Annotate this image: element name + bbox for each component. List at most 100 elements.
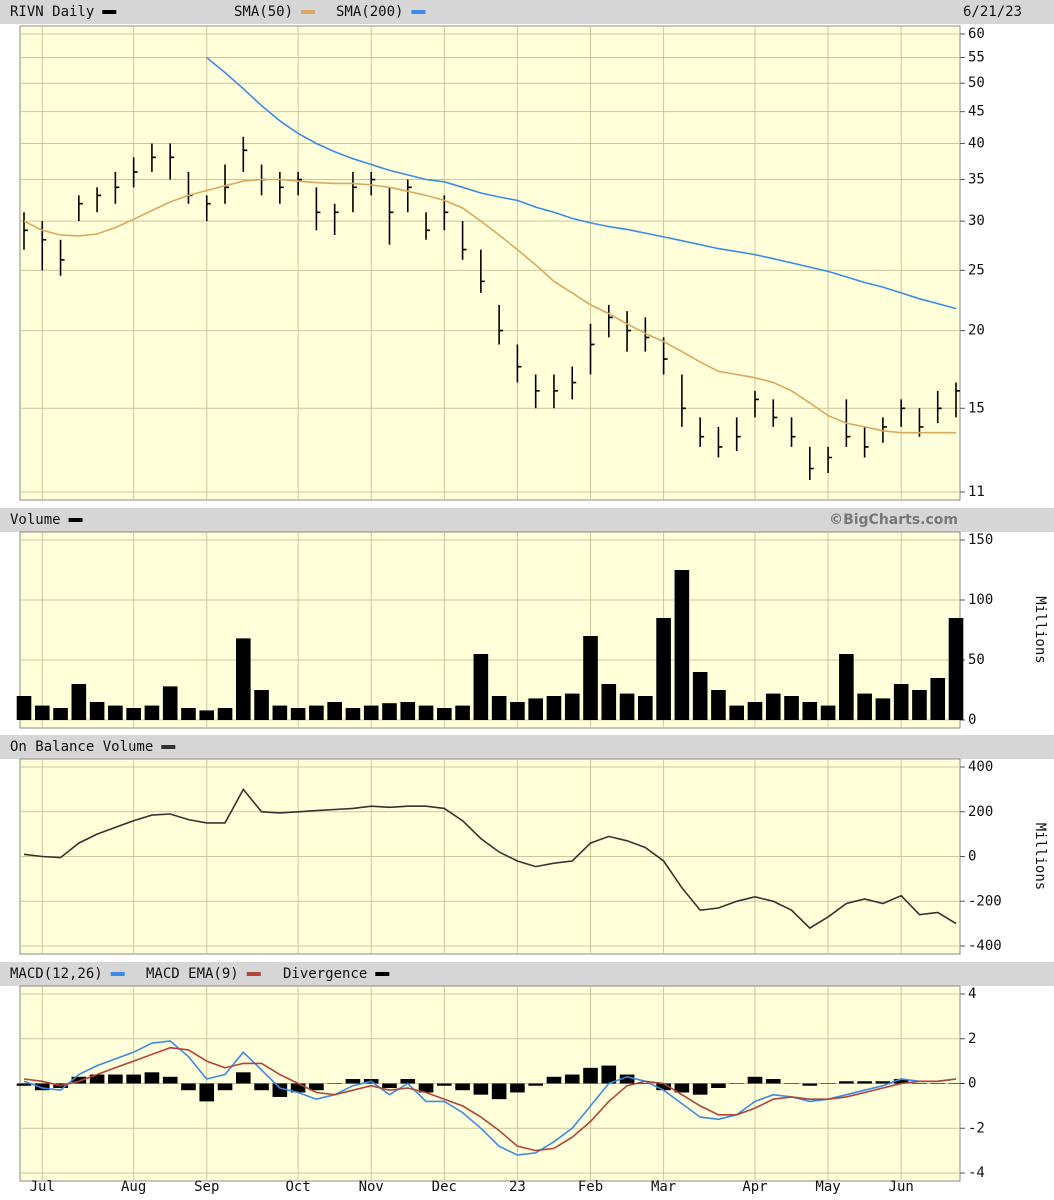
ohlc-bar [333,203,339,235]
bar [857,693,872,720]
bar [528,698,543,720]
bar [711,1083,726,1088]
bar [473,1083,489,1095]
ohlc-bar [388,187,394,245]
plot-area [19,25,961,501]
bar [528,1083,543,1086]
legend-swatch [161,745,176,749]
legend-label: SMA(50) [234,4,293,20]
bar [765,1079,781,1084]
y-tick-label: -4 [968,1165,985,1181]
series-line [23,787,957,930]
ohlc-bar [863,426,869,458]
x-tick-label: Oct [285,1179,310,1195]
ohlc-bar [662,337,668,375]
bar [89,1074,105,1084]
ohlc-bar [772,399,778,427]
bar [802,702,818,720]
y-tick-label: 20 [968,323,985,339]
bar [235,638,251,720]
y-tick-label: 25 [968,262,985,278]
bar [711,690,726,720]
bar [144,705,160,720]
bar [455,705,470,720]
bar [108,705,123,720]
bar [199,710,215,720]
legend-label: SMA(200) [336,4,403,20]
y-tick-label: 60 [968,26,985,42]
bar [254,690,269,720]
ohlc-bar [23,212,28,250]
ohlc-bar [790,417,796,447]
bar [71,684,87,720]
bar [729,1083,745,1084]
bar [784,696,799,720]
x-tick-label: Sep [194,1179,219,1195]
bar [491,1083,507,1100]
bar [400,702,416,720]
y-tick-label: 400 [968,759,993,775]
bar [327,1083,342,1084]
bar [71,1076,87,1084]
series-line [23,178,956,434]
bar [912,1083,927,1084]
legend-swatch [301,10,316,14]
bar [126,708,141,720]
legend-label: Divergence [283,966,367,982]
ohlc-bar [498,304,504,345]
panel-header [0,735,1054,759]
date-label: 6/21/23 [963,4,1022,20]
bar [638,1083,653,1084]
bar [309,1083,324,1091]
bar [729,705,745,720]
bar [583,636,598,720]
ohlc-bar [370,171,376,196]
bar [16,1083,32,1086]
y-tick-label: 0 [968,712,976,728]
ohlc-bar [754,390,759,418]
ohlc-bar [936,390,942,424]
ohlc-bar [151,143,156,172]
bar [802,1083,818,1086]
y-tick-label: 100 [968,592,993,608]
ohlc-bar [480,249,485,293]
bar [473,654,489,720]
ohlc-bar [242,136,248,172]
ohlc-bar [607,304,613,338]
bar [510,702,525,720]
legend-swatch [110,972,125,976]
bar [765,693,781,720]
y-tick-label: 55 [968,49,985,65]
legend-label: RIVN Daily [10,4,94,20]
bar [839,1081,854,1084]
bar [89,702,105,720]
ohlc-bar [132,157,138,188]
bar [510,1083,525,1093]
bar [126,1074,141,1084]
bar [16,696,32,720]
x-tick-label: Nov [359,1179,384,1195]
x-tick-label: 23 [509,1179,526,1195]
bar [546,696,562,720]
y-axis-label: Millions [1032,823,1048,890]
bar [217,708,233,720]
bar [692,1083,708,1095]
bar [309,705,324,720]
x-tick-label: Mar [651,1179,676,1195]
bar [400,1079,416,1084]
bar [930,1083,946,1084]
bar [455,1083,470,1091]
ohlc-bar [114,171,120,204]
bar [619,693,635,720]
ohlc-bar [224,164,230,204]
x-tick-label: Jul [30,1179,55,1195]
ohlc-bar [461,221,467,260]
ohlc-bar [735,417,741,452]
bar [382,1083,397,1088]
ohlc-bar [205,195,211,222]
ohlc-bar [571,366,577,400]
y-tick-label: 45 [968,104,985,120]
y-tick-label: 30 [968,213,985,229]
bar [692,672,708,720]
